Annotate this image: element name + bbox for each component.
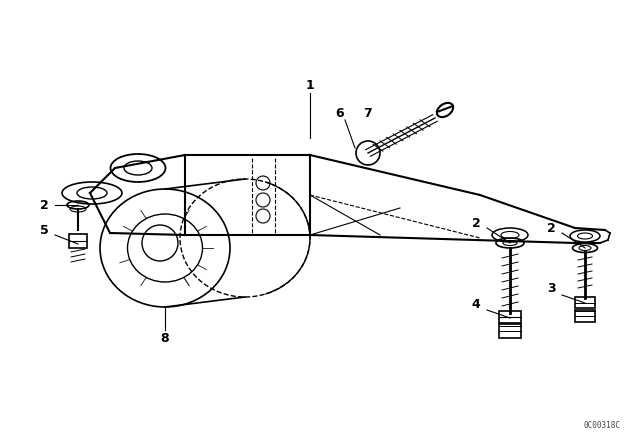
Text: 8: 8 <box>161 332 170 345</box>
Text: 2: 2 <box>472 216 481 229</box>
Text: 2: 2 <box>547 221 556 234</box>
Bar <box>69 234 87 248</box>
Text: 7: 7 <box>364 107 372 120</box>
Text: 0C00318C: 0C00318C <box>583 421 620 430</box>
Bar <box>575 297 595 308</box>
Bar <box>499 311 521 323</box>
Text: 4: 4 <box>472 297 481 310</box>
Bar <box>575 310 595 322</box>
Text: 6: 6 <box>336 107 344 120</box>
Bar <box>499 324 521 338</box>
Text: 1: 1 <box>306 78 314 91</box>
Text: 2: 2 <box>40 198 49 211</box>
Text: 5: 5 <box>40 224 49 237</box>
Text: 3: 3 <box>547 283 556 296</box>
